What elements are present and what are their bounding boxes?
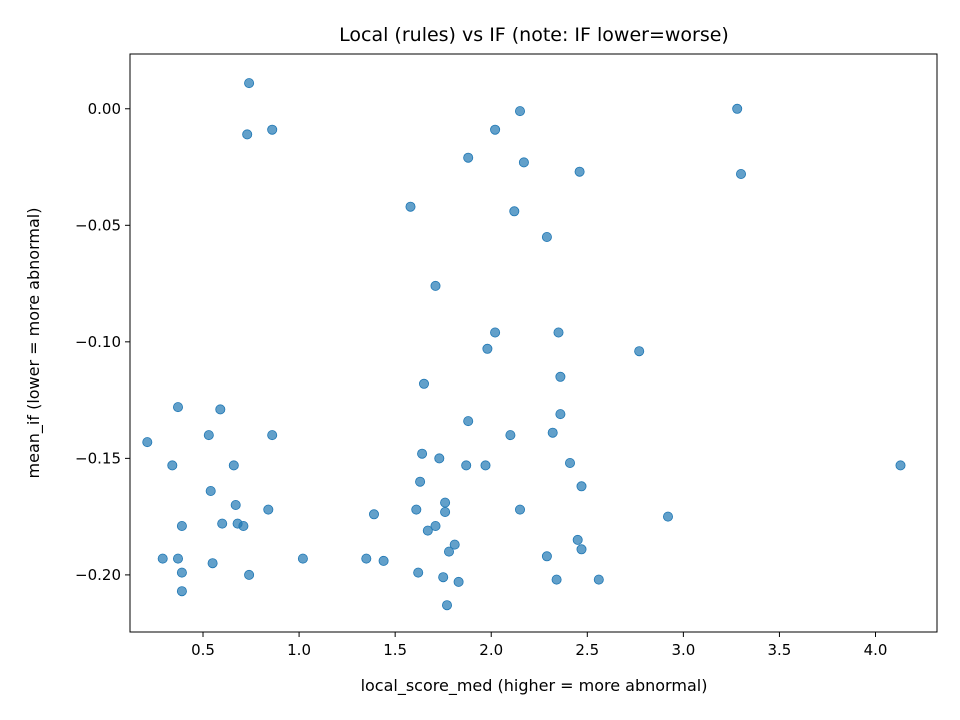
x-tick-label: 2.0 (479, 641, 503, 659)
scatter-point (736, 168, 747, 179)
scatter-point (518, 157, 529, 168)
x-tick-label: 3.5 (768, 641, 792, 659)
scatter-point (415, 476, 426, 487)
scatter-point (490, 327, 501, 338)
scatter-point (515, 504, 526, 515)
scatter-point (547, 427, 558, 438)
scatter-point (461, 460, 472, 471)
scatter-point (430, 521, 441, 532)
scatter-point (572, 534, 583, 545)
y-tick-label: −0.10 (75, 333, 121, 351)
scatter-point (449, 539, 460, 550)
x-tick-label: 0.5 (191, 641, 215, 659)
scatter-point (244, 78, 255, 89)
scatter-point (509, 206, 520, 217)
scatter-point (361, 553, 372, 564)
x-tick-label: 3.0 (671, 641, 695, 659)
scatter-point (405, 201, 416, 212)
x-tick-label: 1.0 (287, 641, 311, 659)
scatter-point (482, 343, 493, 354)
scatter-point (228, 460, 239, 471)
x-axis-ticks: 0.5 1.0 1.5 2.0 2.5 3.0 3.5 4.0 (191, 632, 887, 659)
scatter-point (230, 499, 241, 510)
scatter-point (576, 481, 587, 492)
scatter-point (142, 437, 153, 448)
scatter-point (418, 378, 429, 389)
scatter-point (378, 555, 389, 566)
scatter-point (411, 504, 422, 515)
y-axis-label: mean_if (lower = more abnormal) (24, 208, 44, 479)
scatter-point (217, 518, 228, 529)
scatter-point (553, 327, 564, 338)
scatter-point (438, 572, 449, 583)
scatter-point (167, 460, 178, 471)
scatter-point (157, 553, 168, 564)
y-axis-ticks: 0.00 −0.05 −0.10 −0.15 −0.20 (75, 100, 130, 584)
scatter-point (242, 129, 253, 140)
scatter-point (634, 346, 645, 357)
scatter-point (205, 485, 216, 496)
scatter-point (267, 430, 278, 441)
scatter-point (263, 504, 274, 515)
scatter-point (176, 521, 187, 532)
scatter-point (441, 600, 452, 611)
scatter-point (541, 551, 552, 562)
scatter-point (551, 574, 562, 585)
scatter-point (368, 509, 379, 520)
y-tick-label: −0.05 (75, 216, 121, 234)
scatter-point (176, 586, 187, 597)
x-tick-label: 4.0 (864, 641, 888, 659)
scatter-point (541, 231, 552, 242)
scatter-point (440, 497, 451, 508)
scatter-point (207, 558, 218, 569)
x-tick-label: 2.5 (575, 641, 599, 659)
scatter-point (267, 124, 278, 135)
scatter-point (413, 567, 424, 578)
scatter-point (172, 553, 183, 564)
scatter-point (422, 525, 433, 536)
scatter-point (453, 576, 464, 587)
scatter-point (515, 106, 526, 117)
scatter-point (430, 280, 441, 291)
scatter-point (244, 569, 255, 580)
y-tick-label: −0.20 (75, 566, 121, 584)
scatter-point (440, 506, 451, 517)
scatter-point (565, 457, 576, 468)
scatter-point (574, 166, 585, 177)
chart-title: Local (rules) vs IF (note: IF lower=wors… (339, 24, 729, 46)
scatter-point (555, 371, 566, 382)
scatter-point (434, 453, 445, 464)
y-tick-label: 0.00 (88, 100, 121, 118)
scatter-point (555, 409, 566, 420)
scatter-point (172, 402, 183, 413)
scatter-point (443, 546, 454, 557)
scatter-point (480, 460, 491, 471)
x-axis-label: local_score_med (higher = more abnormal) (361, 676, 708, 696)
scatter-point (895, 460, 906, 471)
scatter-point (463, 416, 474, 427)
x-tick-label: 1.5 (383, 641, 407, 659)
scatter-point (238, 521, 249, 532)
scatter-point (297, 553, 308, 564)
scatter-point (732, 103, 743, 114)
scatter-point (490, 124, 501, 135)
scatter-point (463, 152, 474, 163)
scatter-point (593, 574, 604, 585)
y-tick-label: −0.15 (75, 449, 121, 467)
scatter-point (215, 404, 226, 415)
scatter-point (417, 448, 428, 459)
scatter-point (203, 430, 214, 441)
data-points (142, 78, 906, 611)
scatter-point (576, 544, 587, 555)
scatter-point (505, 430, 516, 441)
scatter-point (176, 567, 187, 578)
plot-frame (129, 53, 938, 633)
scatter-point (663, 511, 674, 522)
